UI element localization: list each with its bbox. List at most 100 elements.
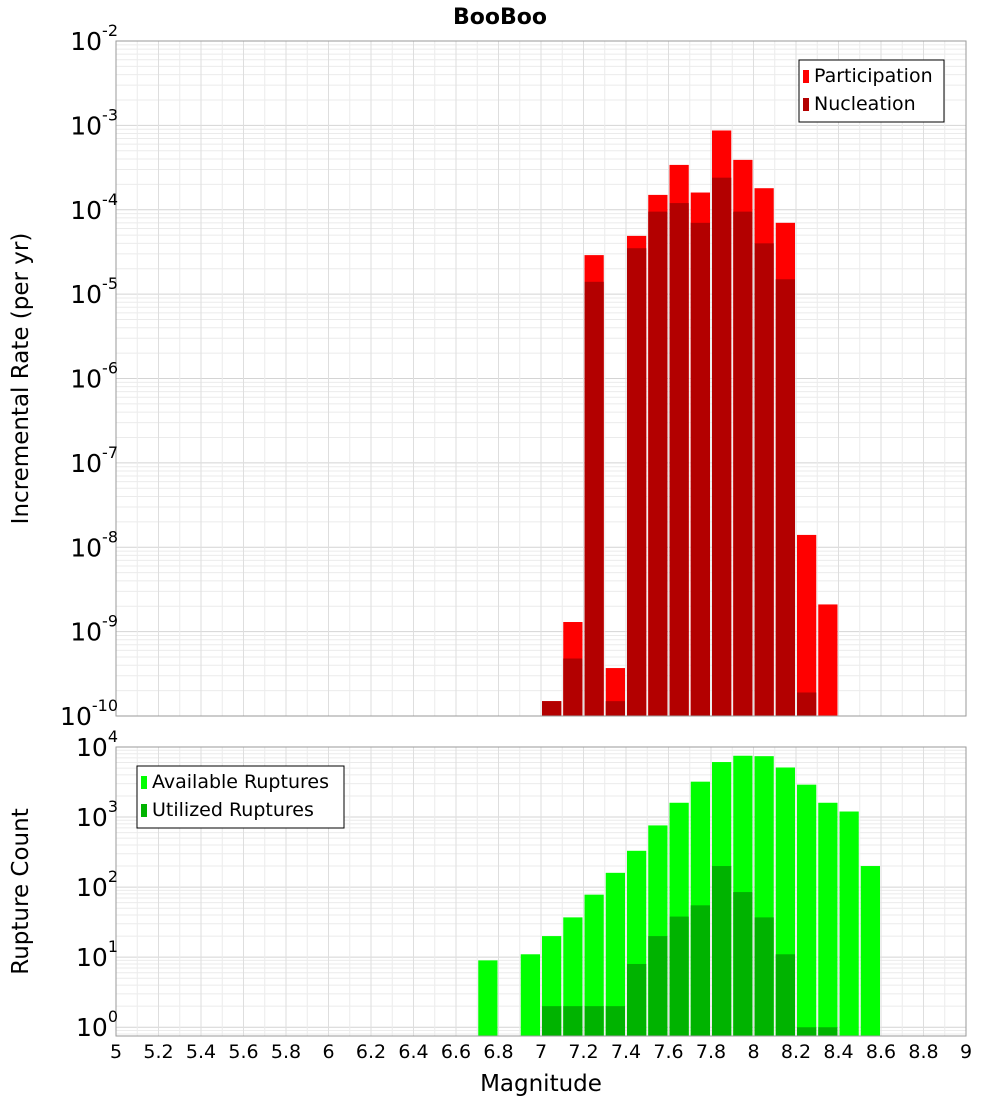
bar-utilized-ruptures	[669, 916, 689, 1036]
legend-label: Nucleation	[814, 93, 916, 115]
x-tick-label: 6.8	[483, 1041, 513, 1063]
y-tick-labels: 104 103 102 101 100	[76, 727, 118, 1042]
bar-nucleation	[669, 203, 689, 716]
series-utilized-ruptures	[542, 866, 838, 1036]
y-tick-label: 10-8	[70, 527, 118, 562]
bar-utilized-ruptures	[797, 1027, 817, 1036]
x-tick-label: 8.2	[781, 1041, 811, 1063]
bar-nucleation	[605, 701, 625, 716]
x-tick-label: 6.4	[398, 1041, 428, 1063]
bar-utilized-ruptures	[563, 1006, 583, 1036]
x-tick-label: 5.4	[186, 1041, 216, 1063]
bar-nucleation	[712, 177, 732, 716]
bar-nucleation	[584, 281, 604, 716]
legend-label: Available Ruptures	[152, 771, 329, 793]
bar-utilized-ruptures	[542, 1006, 562, 1036]
bar-utilized-ruptures	[818, 1027, 838, 1036]
bar-available-ruptures	[797, 784, 817, 1036]
bars	[542, 130, 838, 717]
bar-available-ruptures	[860, 866, 880, 1036]
bar-participation	[818, 604, 838, 716]
x-tick-label: 7.6	[653, 1041, 683, 1063]
x-tick-labels: 5 5.2 5.4 5.6 5.8 6 6.2 6.4 6.6 6.8 7 7.2 7.4 7.6 7.8 8…	[110, 1041, 972, 1063]
y-tick-label: 100	[76, 1007, 118, 1042]
y-axis-label: Rupture Count	[8, 808, 34, 974]
bar-nucleation	[733, 211, 753, 716]
bar-available-ruptures	[839, 811, 859, 1036]
chart-title: BooBoo	[453, 5, 547, 30]
y-tick-label: 10-2	[70, 21, 118, 56]
x-tick-label: 5.8	[271, 1041, 301, 1063]
bar-nucleation	[627, 248, 647, 717]
bars	[478, 755, 880, 1036]
x-tick-label: 6.6	[441, 1041, 471, 1063]
x-tick-label: 6	[322, 1041, 334, 1063]
x-tick-label: 5.2	[143, 1041, 173, 1063]
x-tick-label: 6.2	[356, 1041, 386, 1063]
y-tick-label: 104	[76, 727, 118, 762]
y-tick-label: 10-3	[70, 105, 118, 140]
bar-nucleation	[648, 211, 668, 716]
x-tick-label: 9	[960, 1041, 972, 1063]
legend-swatch	[803, 70, 809, 83]
bar-nucleation	[563, 658, 583, 716]
legend-swatch	[803, 98, 809, 111]
x-tick-label: 7.8	[696, 1041, 726, 1063]
y-tick-label: 10-7	[70, 443, 118, 478]
bar-nucleation	[775, 279, 795, 716]
bar-available-ruptures	[520, 954, 540, 1036]
x-tick-label: 8.4	[823, 1041, 853, 1063]
y-tick-label: 102	[76, 867, 118, 902]
legend-box	[136, 765, 345, 829]
bar-utilized-ruptures	[733, 892, 753, 1036]
x-tick-label: 7.2	[568, 1041, 598, 1063]
bar-utilized-ruptures	[605, 1006, 625, 1036]
y-tick-label: 10-6	[70, 359, 118, 394]
bar-utilized-ruptures	[648, 936, 668, 1036]
y-tick-label: 10-5	[70, 274, 118, 309]
y-tick-label: 10-9	[70, 612, 118, 647]
plot-frame	[115, 746, 967, 1037]
x-tick-label: 8	[747, 1041, 759, 1063]
legend-swatch	[141, 776, 147, 789]
legend-swatch	[141, 804, 147, 817]
y-axis-label: Incremental Rate (per yr)	[8, 233, 34, 525]
bar-participation	[797, 534, 817, 716]
plot-frame	[115, 40, 967, 717]
bar-utilized-ruptures	[584, 1006, 604, 1036]
bar-available-ruptures	[584, 894, 604, 1036]
y-tick-labels: 10-2 10-3 10-4 10-5 10-6 10-7 10-8 10-9 10-10	[60, 21, 118, 731]
x-tick-label: 8.6	[866, 1041, 896, 1063]
series-nucleation	[542, 177, 817, 717]
bar-available-ruptures	[478, 960, 498, 1036]
bar-nucleation	[797, 692, 817, 716]
x-tick-label: 5	[110, 1041, 122, 1063]
y-tick-label: 101	[76, 937, 118, 972]
x-tick-label: 7.4	[611, 1041, 641, 1063]
bar-nucleation	[690, 222, 710, 716]
legend-box	[798, 59, 945, 123]
x-tick-label: 8.8	[908, 1041, 938, 1063]
bar-utilized-ruptures	[690, 905, 710, 1036]
legend: Participation Nucleation	[798, 59, 945, 123]
bar-utilized-ruptures	[775, 954, 795, 1036]
legend-label: Utilized Ruptures	[152, 799, 314, 821]
x-tick-label: 7	[535, 1041, 547, 1063]
x-tick-label: 5.6	[228, 1041, 258, 1063]
bar-nucleation	[754, 243, 774, 717]
bar-nucleation	[542, 701, 562, 716]
bar-available-ruptures	[605, 872, 625, 1036]
legend: Available Ruptures Utilized Ruptures	[136, 765, 345, 829]
plot-panel-2: 104 103 102 101 100 Rupture Count 5 5.2 5.4 5.6 5.…	[8, 727, 972, 1097]
bar-available-ruptures	[818, 802, 838, 1036]
plot-panel-1: 10-2 10-3 10-4 10-5 10-6 10-7 10-8 10-9 10-10 Inc…	[8, 5, 967, 731]
legend-label: Participation	[814, 65, 933, 87]
bar-utilized-ruptures	[754, 917, 774, 1036]
bar-utilized-ruptures	[712, 866, 732, 1036]
y-tick-label: 103	[76, 797, 118, 832]
bar-utilized-ruptures	[627, 963, 647, 1036]
x-axis-label: Magnitude	[480, 1071, 602, 1097]
y-tick-label: 10-4	[70, 190, 118, 225]
